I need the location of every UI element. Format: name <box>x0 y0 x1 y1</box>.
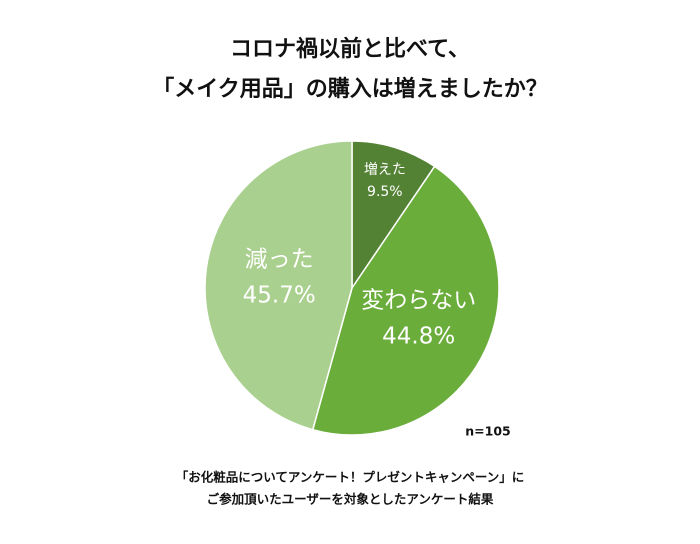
slice-label: 変わらない <box>361 287 476 313</box>
value-label: 45.7% <box>243 283 316 309</box>
footnote: ご参加頂いたユーザーを対象としたアンケート結果 <box>207 492 494 507</box>
chart-title: コロナ禍以前と比べて、 <box>230 36 470 62</box>
value-label: 9.5% <box>367 184 403 200</box>
pie-slice <box>204 140 353 431</box>
pie-slice <box>311 165 500 436</box>
sample-size: n=105 <box>465 424 510 439</box>
slice-label: 減った <box>245 247 314 273</box>
chart-title: 「メイク用品」の購入は増えましたか？ <box>152 76 548 102</box>
slice-label: 増えた <box>364 162 406 178</box>
value-label: 44.8% <box>382 323 455 349</box>
footnote: 「お化粧品についてアンケート！プレゼントキャンペーン」に <box>176 470 525 485</box>
pie-slice <box>351 140 436 291</box>
